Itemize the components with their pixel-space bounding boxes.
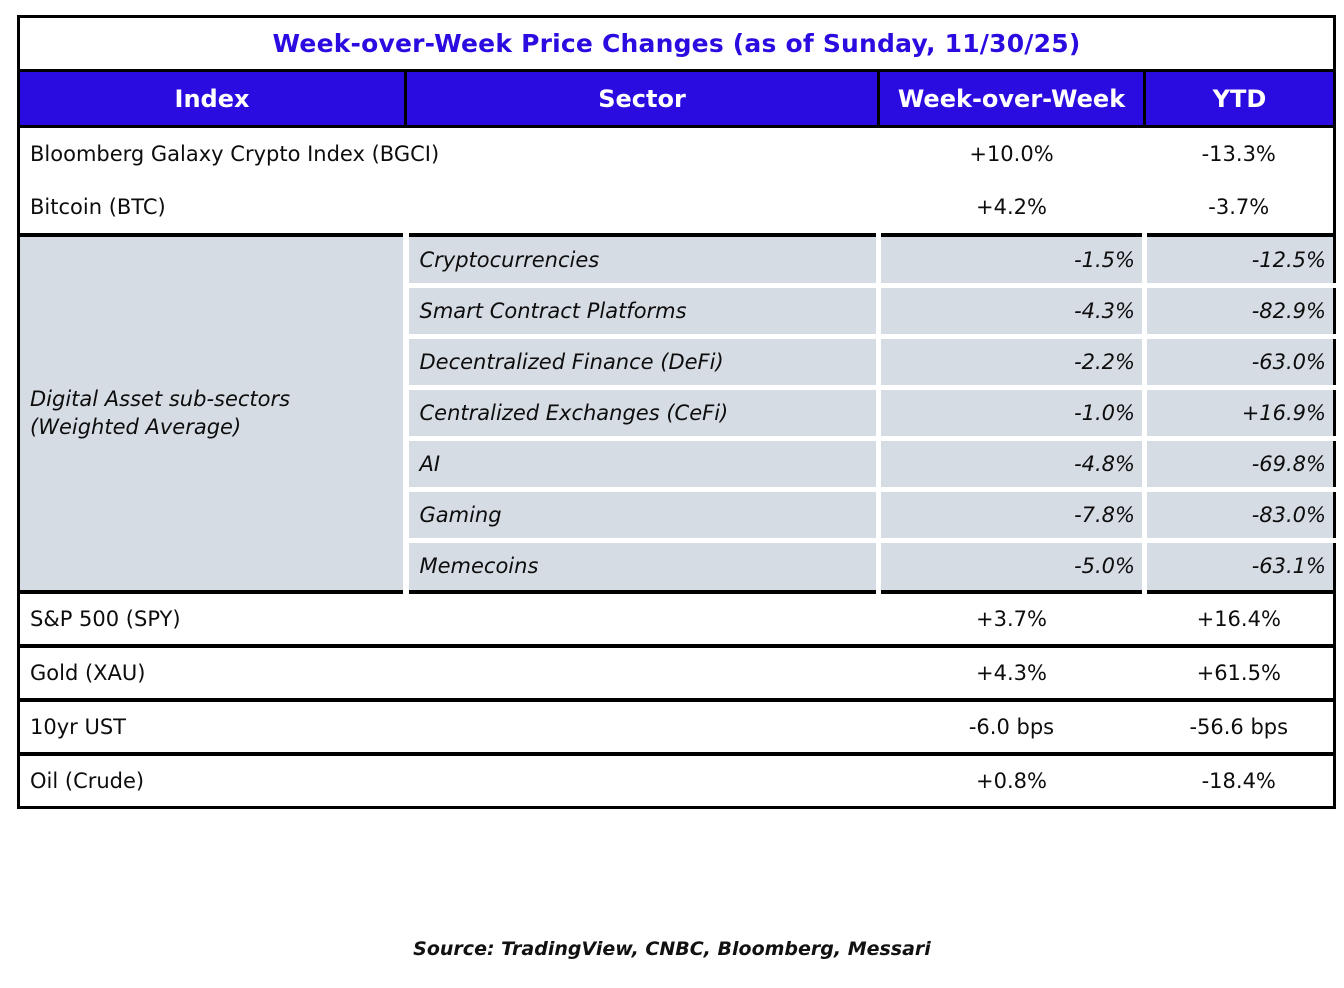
index-label: Bitcoin (BTC) <box>18 180 879 237</box>
wow-value: -4.8% <box>876 436 1145 490</box>
ytd-value: +16.9% <box>1142 385 1335 439</box>
col-header-index: Index <box>17 69 407 128</box>
row-oil: Oil (Crude) +0.8% -18.4% <box>18 751 1335 808</box>
ytd-value: -82.9% <box>1142 283 1335 337</box>
wow-value: -1.5% <box>876 234 1145 286</box>
subsector-group-label: Digital Asset sub-sectors (Weighted Aver… <box>18 234 406 592</box>
wow-value: +10.0% <box>878 126 1145 181</box>
col-header-sector: Sector <box>404 69 880 128</box>
subsector-group-label-line1: Digital Asset sub-sectors <box>30 386 291 411</box>
col-header-ytd: YTD <box>1143 69 1336 128</box>
index-label: Gold (XAU) <box>18 643 879 700</box>
sector-label: AI <box>402 436 879 490</box>
ytd-value: -83.0% <box>1142 487 1335 541</box>
index-label: 10yr UST <box>18 697 879 754</box>
ytd-value: -18.4% <box>1144 751 1335 808</box>
index-label: S&P 500 (SPY) <box>18 589 879 646</box>
index-label: Bloomberg Galaxy Crypto Index (BGCI) <box>18 126 879 181</box>
sector-label: Decentralized Finance (DeFi) <box>402 334 879 388</box>
wow-value: -6.0 bps <box>878 697 1145 754</box>
index-label: Oil (Crude) <box>18 751 879 808</box>
wow-value: -5.0% <box>876 538 1145 594</box>
ytd-value: -12.5% <box>1142 234 1335 286</box>
subsector-row: AI -4.8% -69.8% <box>19 436 1335 490</box>
wow-value: +4.3% <box>878 643 1145 700</box>
sector-label: Gaming <box>402 487 879 541</box>
ytd-value: -13.3% <box>1144 126 1335 181</box>
ytd-value: +16.4% <box>1144 589 1335 646</box>
subsector-row: Smart Contract Platforms -4.3% -82.9% <box>19 283 1335 337</box>
subsector-row: Memecoins -5.0% -63.1% <box>19 538 1335 594</box>
sector-label: Smart Contract Platforms <box>402 283 879 337</box>
table-title: Week-over-Week Price Changes (as of Sund… <box>272 29 1081 58</box>
wow-value: +4.2% <box>878 180 1145 237</box>
wow-value: +0.8% <box>878 751 1145 808</box>
ytd-value: -69.8% <box>1142 436 1335 490</box>
subsector-row: Centralized Exchanges (CeFi) -1.0% +16.9… <box>19 385 1335 439</box>
ytd-value: -3.7% <box>1144 180 1335 237</box>
ytd-value: +61.5% <box>1144 643 1335 700</box>
row-gold: Gold (XAU) +4.3% +61.5% <box>18 643 1335 700</box>
sector-label: Memecoins <box>402 538 879 594</box>
wow-value: -1.0% <box>876 385 1145 439</box>
wow-value: +3.7% <box>878 589 1145 646</box>
wow-value: -2.2% <box>876 334 1145 388</box>
column-header-row: Index Sector Week-over-Week YTD <box>17 69 1336 128</box>
table-title-cell: Week-over-Week Price Changes (as of Sund… <box>18 16 1335 72</box>
ytd-value: -63.0% <box>1142 334 1335 388</box>
row-10yr-ust: 10yr UST -6.0 bps -56.6 bps <box>18 697 1335 754</box>
sector-label: Centralized Exchanges (CeFi) <box>402 385 879 439</box>
subsector-row: Digital Asset sub-sectors (Weighted Aver… <box>18 234 1335 592</box>
wow-value: -7.8% <box>876 487 1145 541</box>
ytd-value: -63.1% <box>1142 538 1335 594</box>
sector-label: Cryptocurrencies <box>402 234 879 286</box>
title-row: Week-over-Week Price Changes (as of Sund… <box>18 16 1335 72</box>
col-header-week-over-week: Week-over-Week <box>877 69 1146 128</box>
ytd-value: -56.6 bps <box>1144 697 1335 754</box>
row-spy: S&P 500 (SPY) +3.7% +16.4% <box>18 589 1335 646</box>
subsector-row: Decentralized Finance (DeFi) -2.2% -63.0… <box>19 334 1335 388</box>
subsector-row: Gaming -7.8% -83.0% <box>19 487 1335 541</box>
source-note: Source: TradingView, CNBC, Bloomberg, Me… <box>413 938 931 960</box>
wow-value: -4.3% <box>876 283 1145 337</box>
row-btc: Bitcoin (BTC) +4.2% -3.7% <box>18 180 1335 237</box>
subsector-group-label-line2: (Weighted Average) <box>30 415 242 439</box>
price-changes-table: Week-over-Week Price Changes (as of Sund… <box>17 15 1336 809</box>
row-bgci: Bloomberg Galaxy Crypto Index (BGCI) +10… <box>18 126 1335 181</box>
